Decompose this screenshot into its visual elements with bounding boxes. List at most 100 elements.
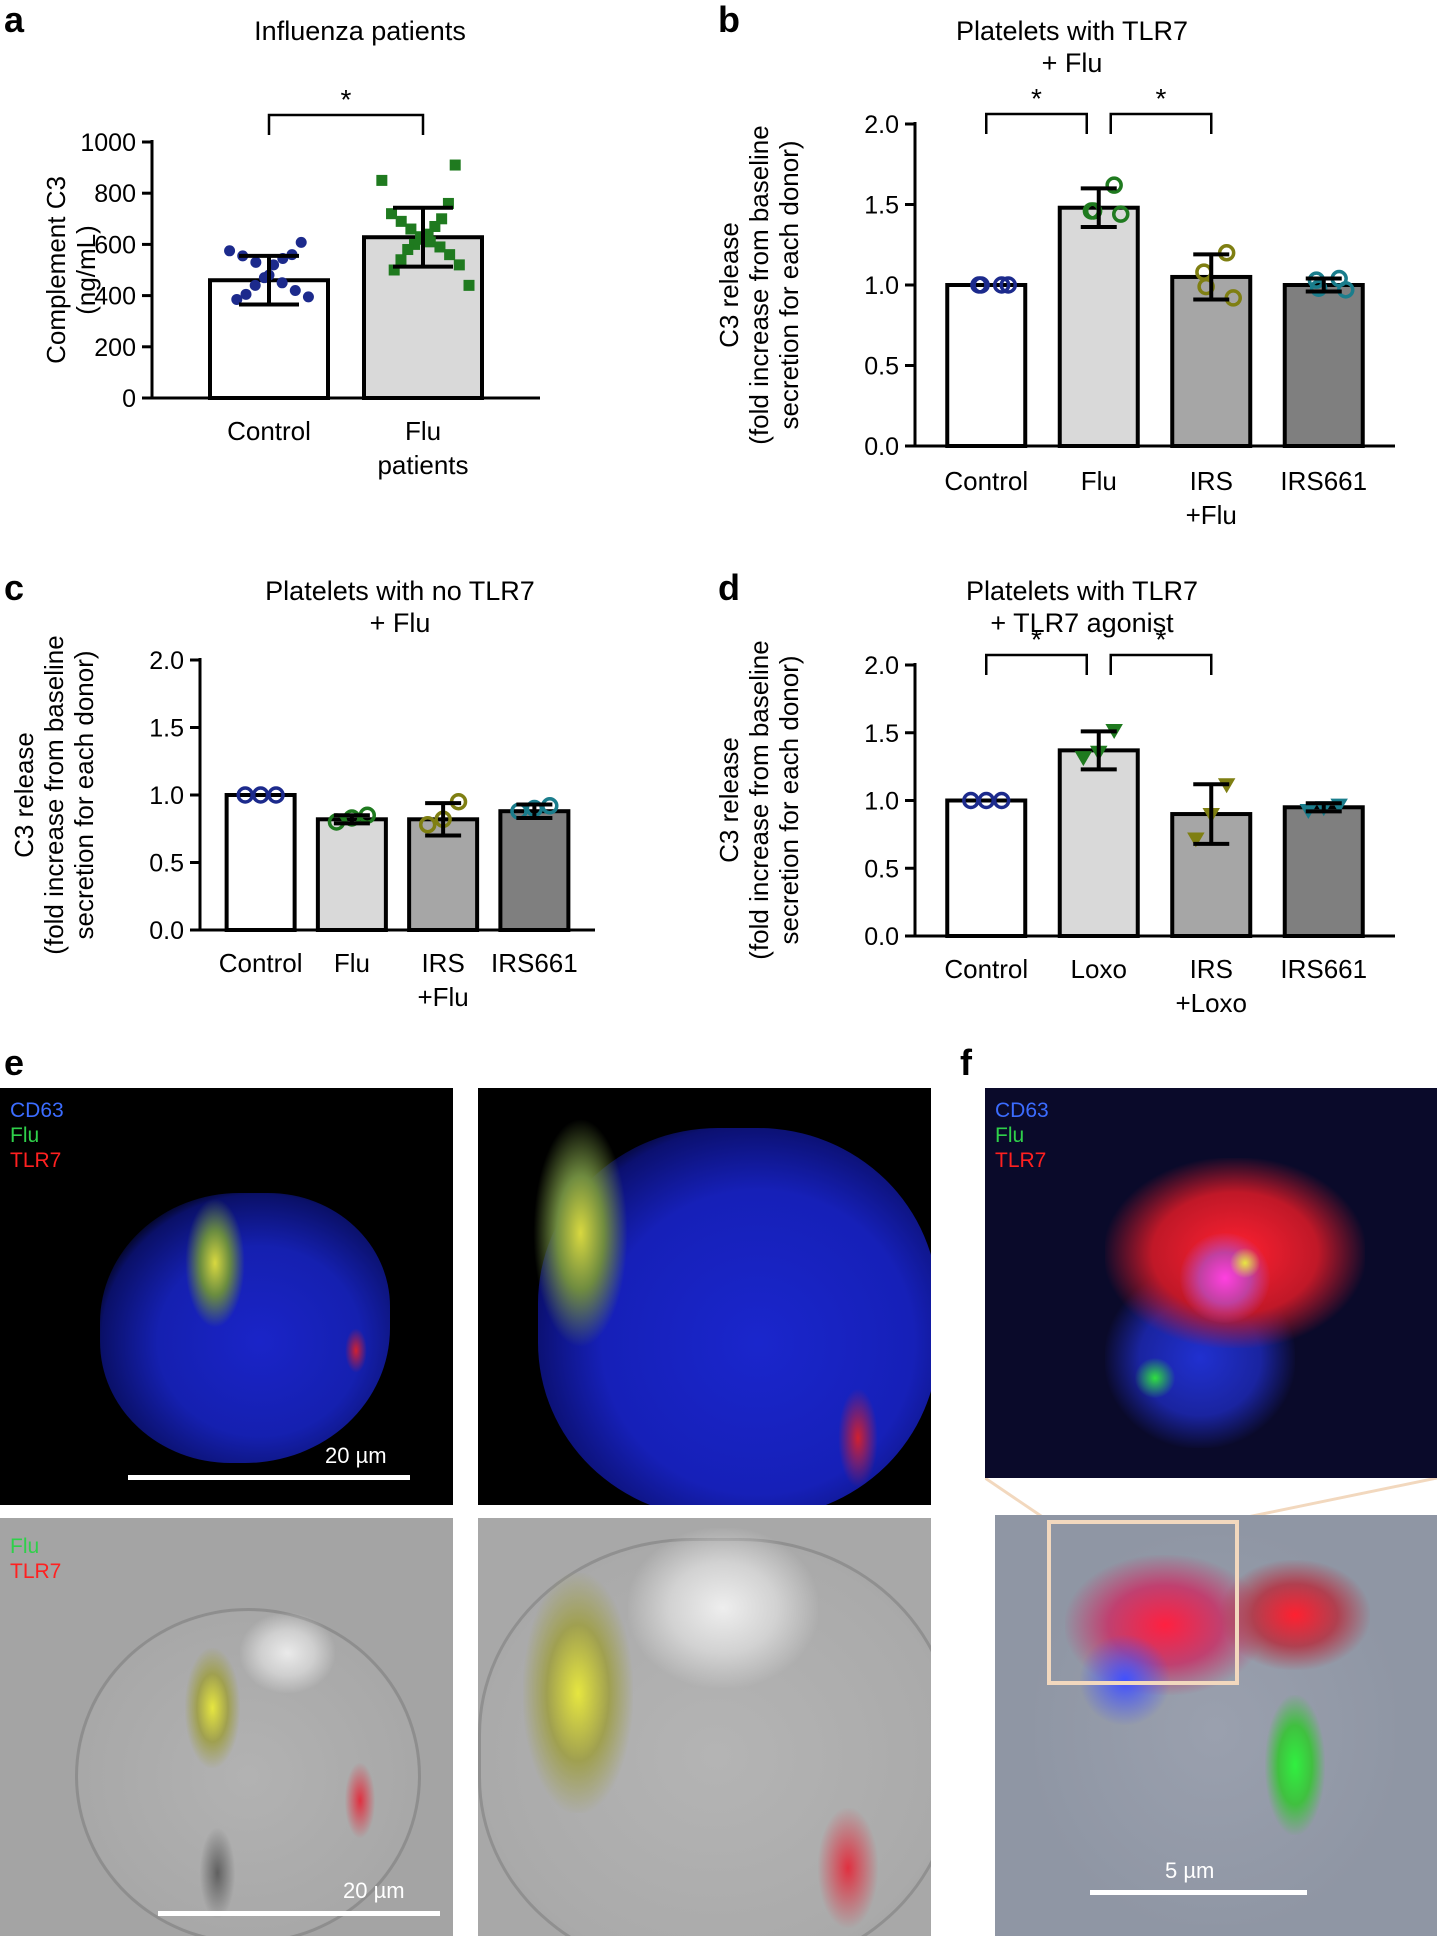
x-tick-label: Flu xyxy=(1081,466,1117,496)
micrograph-e-brightfield-1: Flu TLR7 20 µm xyxy=(0,1518,453,1936)
data-point xyxy=(442,197,454,209)
data-point xyxy=(1112,205,1130,223)
chart-title: Platelets with TLR7 xyxy=(956,16,1188,46)
x-tick-label: Loxo xyxy=(1071,954,1127,984)
chart-a: Influenza patients Complement C3 (ng/mL) 0 2… xyxy=(41,16,540,480)
y-tick-label: 200 xyxy=(94,334,136,362)
micrograph-f-fluorescence: CD63 Flu TLR7 xyxy=(985,1088,1437,1478)
significance-label: * xyxy=(1156,83,1167,114)
data-point xyxy=(418,815,437,834)
significance-label: * xyxy=(341,84,352,115)
x-tick-label: Control xyxy=(227,416,311,446)
y-tick-label: 0.0 xyxy=(149,917,184,945)
legend-tlr7: TLR7 xyxy=(10,1149,62,1172)
y-tick-label: 0.5 xyxy=(864,855,899,883)
data-point xyxy=(999,276,1017,294)
x-tick-label: Control xyxy=(219,948,303,978)
data-point xyxy=(231,293,243,305)
significance-label: * xyxy=(1031,624,1042,655)
x-tick-label: Flu xyxy=(334,948,370,978)
legend-cd63: CD63 xyxy=(995,1099,1049,1122)
data-point xyxy=(395,215,407,227)
significance-bracket xyxy=(267,113,425,135)
significance-bracket xyxy=(985,653,1088,675)
x-tick-label: IRS661 xyxy=(491,948,578,978)
bar xyxy=(498,809,571,933)
scale-label-f: 5 µm xyxy=(1165,1858,1215,1883)
data-point xyxy=(386,208,398,220)
data-point xyxy=(405,223,417,235)
significance-label: * xyxy=(1156,624,1167,655)
y-tick-label: 0.5 xyxy=(864,353,899,381)
data-point xyxy=(249,279,261,291)
y-axis-label: C3 release xyxy=(9,732,39,858)
significance-bracket xyxy=(985,112,1088,134)
data-point xyxy=(453,259,465,271)
data-point xyxy=(276,277,288,289)
y-tick-label: 400 xyxy=(94,283,136,311)
scale-bar-e-bottom xyxy=(158,1911,440,1916)
data-point xyxy=(402,244,414,256)
data-point xyxy=(962,791,980,810)
y-axis-label: Complement C3 xyxy=(41,176,71,364)
y-tick-label: 2.0 xyxy=(864,652,899,680)
data-point xyxy=(434,241,446,253)
x-tick-label: Control xyxy=(944,954,1028,984)
y-axis-label: secretion for each donor) xyxy=(69,650,99,939)
chart-title: + Flu xyxy=(1042,48,1103,78)
y-tick-label: 800 xyxy=(94,180,136,208)
panel-letter-b: b xyxy=(718,0,740,40)
data-point xyxy=(992,276,1011,294)
legend-flu: Flu xyxy=(10,1124,40,1147)
x-tick-label: IRS xyxy=(1190,466,1233,496)
panel-letter-f: f xyxy=(960,1042,972,1083)
y-tick-label: 1.0 xyxy=(864,788,899,816)
y-tick-label: 1.5 xyxy=(149,715,184,743)
chart-b: Platelets with TLR7+ Flu C3 release (fold … xyxy=(714,16,1395,530)
y-axis-label: secretion for each donor) xyxy=(774,655,804,944)
significance-bracket xyxy=(1109,112,1213,134)
y-tick-label: 1.5 xyxy=(864,192,899,220)
panel-letter-a: a xyxy=(4,0,25,40)
chart-title: + TLR7 agonist xyxy=(990,608,1174,638)
x-tick-label: +Flu xyxy=(417,982,468,1012)
data-point xyxy=(449,159,461,171)
y-axis-label: (fold increase from baseline xyxy=(744,640,774,959)
zoom-box xyxy=(1047,1520,1239,1685)
bar xyxy=(1282,283,1365,448)
significance-bracket xyxy=(1109,653,1213,675)
data-point xyxy=(1187,832,1205,848)
y-tick-label: 600 xyxy=(94,231,136,259)
y-tick-label: 1.0 xyxy=(864,272,899,300)
chart-title: Influenza patients xyxy=(254,16,466,46)
chart-title: Platelets with TLR7 xyxy=(966,576,1198,606)
data-point xyxy=(444,249,456,261)
x-tick-label: patients xyxy=(377,450,468,480)
bar xyxy=(407,817,480,932)
legend-tlr7: TLR7 xyxy=(10,1560,62,1583)
data-point xyxy=(424,236,436,248)
panel-letter-e: e xyxy=(4,1042,25,1083)
data-point xyxy=(236,786,254,804)
data-point xyxy=(376,174,388,186)
bar xyxy=(1057,205,1140,448)
data-point xyxy=(422,228,434,240)
bar xyxy=(945,798,1028,938)
y-tick-label: 2.0 xyxy=(864,111,899,139)
data-point xyxy=(1074,751,1093,767)
data-point xyxy=(395,254,407,266)
scale-bar-e-top xyxy=(128,1475,410,1480)
bar xyxy=(945,283,1028,448)
data-point xyxy=(972,276,990,294)
y-tick-label: 1.0 xyxy=(149,782,184,810)
data-point xyxy=(463,279,475,291)
data-point xyxy=(250,256,262,268)
data-point xyxy=(295,236,307,248)
micrograph-e-fluorescence-1: CD63 Flu TLR7 20 µm xyxy=(0,1088,453,1505)
data-point xyxy=(409,238,421,250)
scale-label-e-bottom: 20 µm xyxy=(343,1878,405,1903)
data-point xyxy=(240,288,252,300)
data-point xyxy=(388,264,400,276)
scale-bar-f xyxy=(1090,1890,1307,1895)
